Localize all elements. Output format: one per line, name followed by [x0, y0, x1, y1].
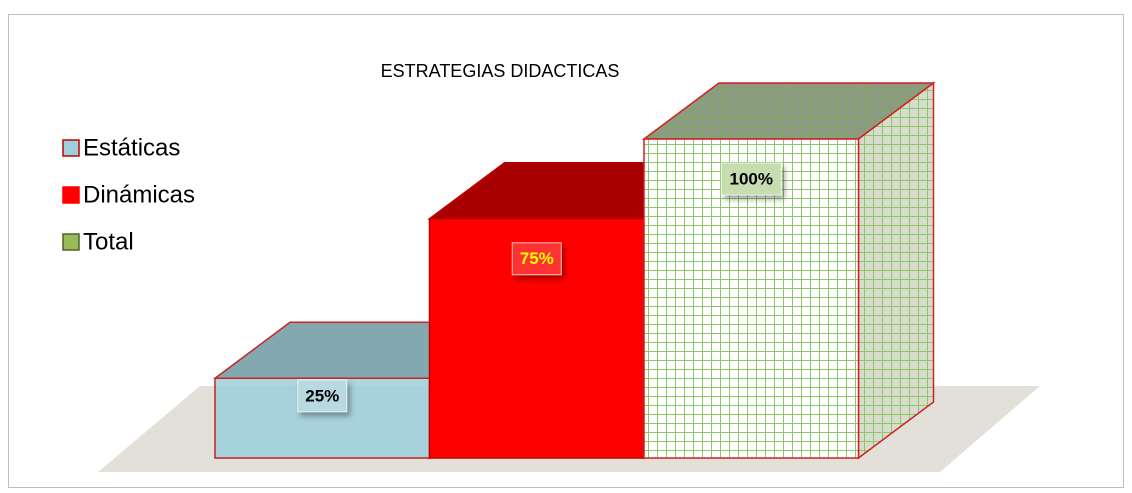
bar [428, 218, 645, 459]
value-label: 100% [730, 169, 773, 188]
chart-title: ESTRATEGIAS DIDACTICAS [381, 61, 620, 81]
legend-label: Estáticas [83, 134, 180, 161]
value-label-box [297, 379, 348, 413]
legend-label: Total [83, 228, 134, 255]
legend-swatch [62, 139, 80, 157]
value-label-box [720, 162, 782, 196]
legend-swatch [62, 186, 80, 204]
legend-swatch [62, 233, 80, 251]
value-label: 25% [305, 386, 339, 405]
legend-label: Dinámicas [83, 181, 195, 208]
value-label: 75% [520, 249, 554, 268]
bar-side [857, 81, 935, 460]
bar-group [641, 81, 936, 460]
value-label-box [511, 242, 562, 276]
